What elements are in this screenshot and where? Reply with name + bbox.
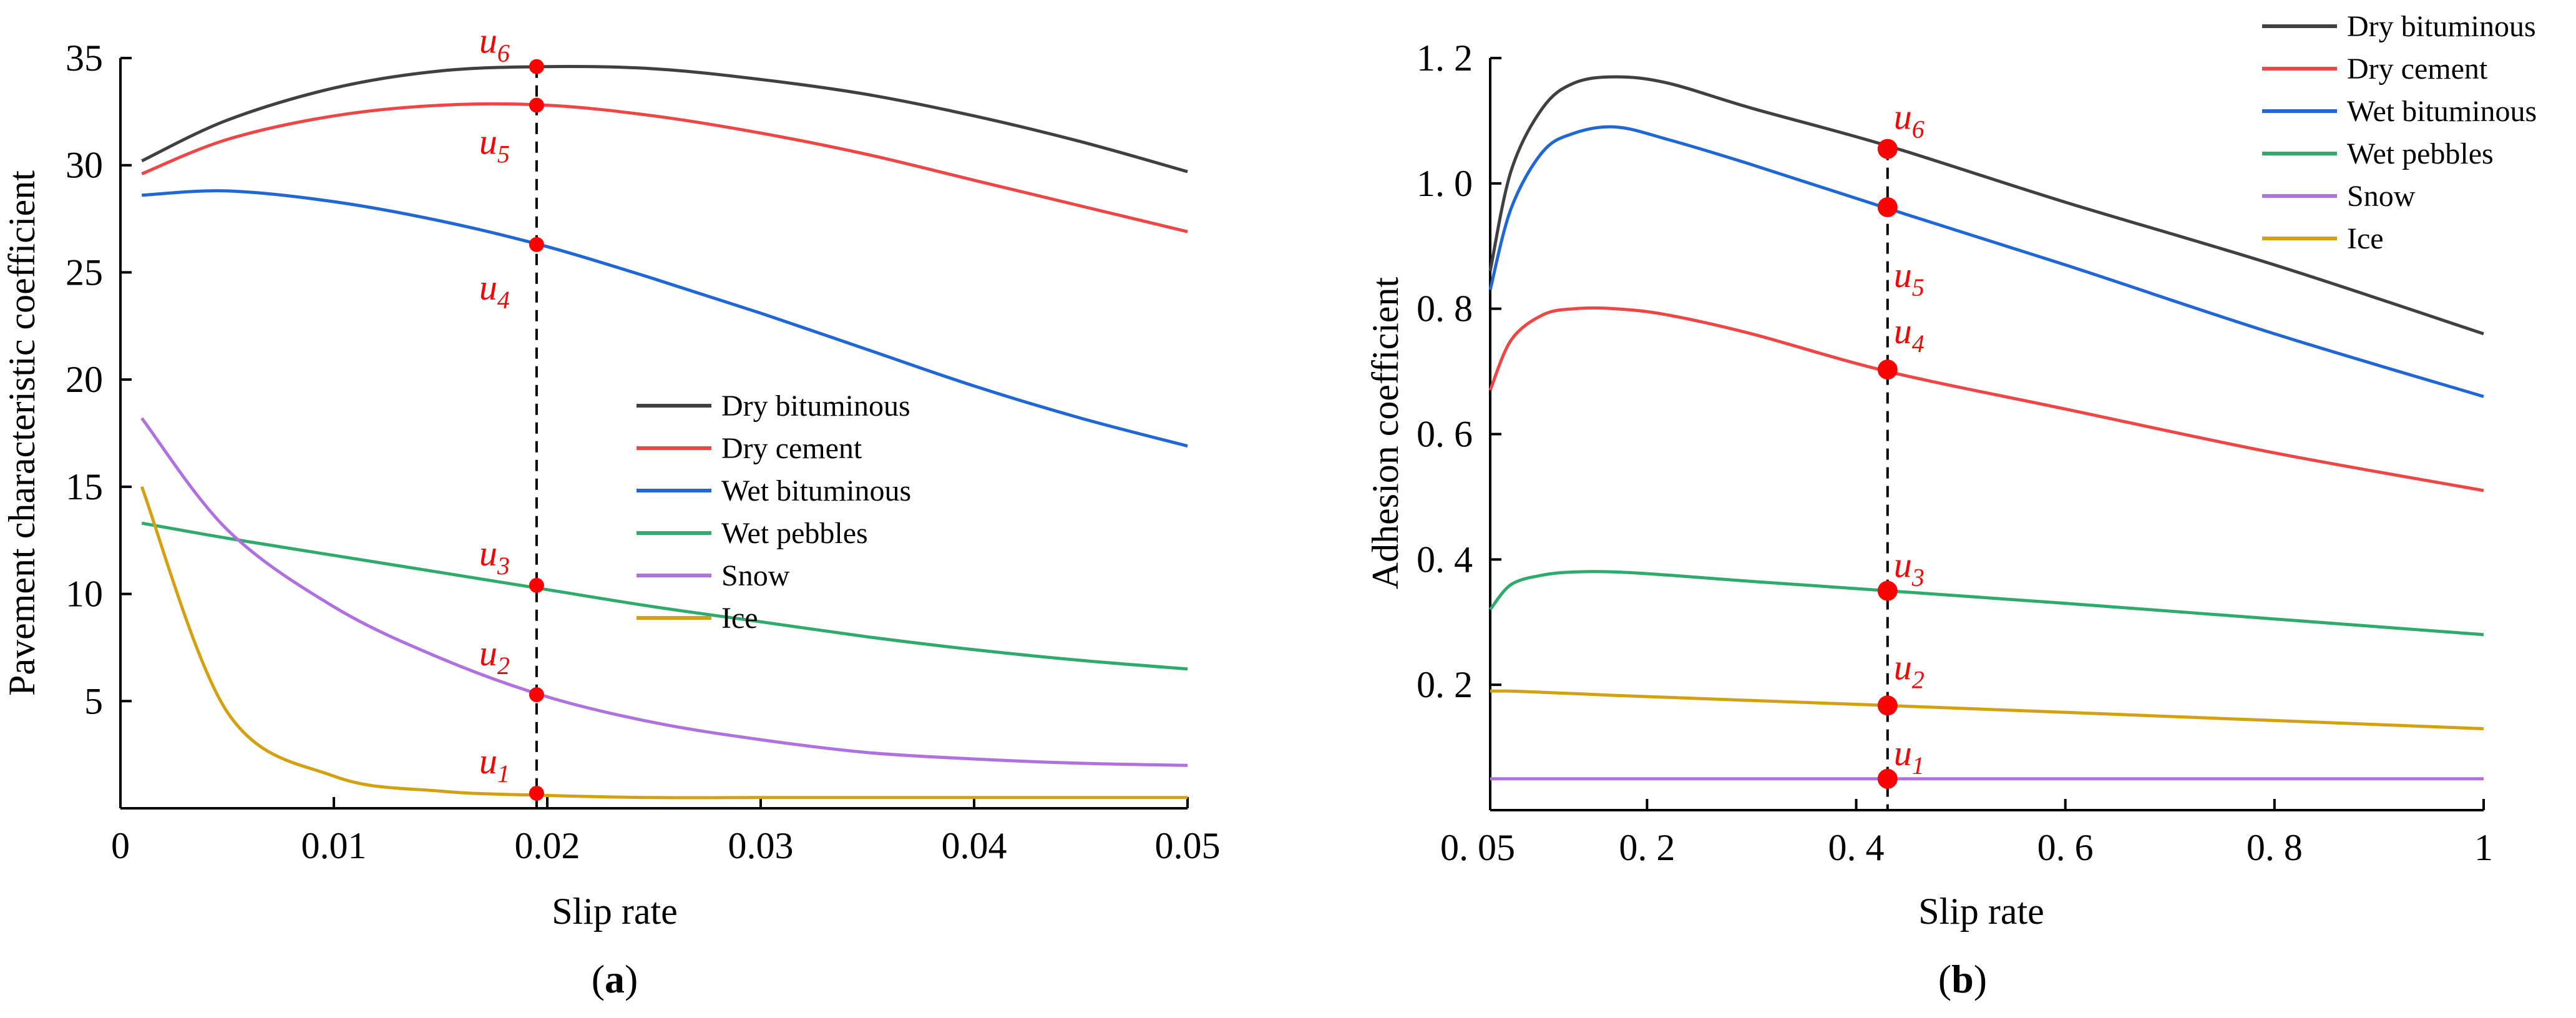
legend-label: Dry cement: [2347, 52, 2488, 86]
legend-label: Ice: [2347, 222, 2384, 255]
y-tick-label: 10: [66, 574, 103, 615]
marker-point-u6: [529, 59, 544, 74]
series-line-wet-bituminous: [1488, 125, 2484, 398]
chart-a: 0 0.01 0.02 0.03 0.04 0.05 5 10 15 20 25 30 35 Slip r…: [1, 21, 1221, 932]
annotation-u4: u4: [479, 267, 510, 314]
legend: Dry bituminous Dry cement Wet bituminous We…: [2262, 10, 2537, 255]
y-tick-label: 15: [66, 466, 103, 507]
annotation-u6: u6: [479, 21, 510, 67]
annotation-u2: u2: [1894, 647, 1925, 693]
marker-point-u1: [1877, 768, 1898, 789]
series-line-wet-pebbles: [141, 521, 1188, 671]
annotation-u4: u4: [1894, 311, 1925, 358]
series-line-dry-cement: [1488, 306, 2484, 492]
annotation-u1: u1: [1894, 733, 1925, 780]
marker-point-u4: [529, 237, 544, 252]
x-tick-label: 0.02: [515, 825, 580, 866]
y-tick-label: 1. 2: [1417, 37, 1473, 79]
y-tick-label: 0. 4: [1417, 539, 1473, 580]
x-axis-title: Slip rate: [552, 891, 678, 932]
y-tick-label: 0. 2: [1417, 664, 1473, 705]
marker-point-u6: [1877, 139, 1898, 159]
annotation-u5: u5: [1894, 255, 1925, 301]
y-tick-label: 0. 6: [1417, 414, 1473, 455]
x-tick-label: 0. 8: [2247, 827, 2303, 868]
series-line-dry-bituminous: [1488, 75, 2484, 336]
marker-point-u3: [1877, 580, 1898, 601]
series-line-wet-pebbles: [1489, 570, 2484, 637]
panel-label-a: (a): [592, 957, 638, 1001]
series-line-dry-cement: [141, 102, 1188, 233]
marker-point-u2: [1877, 695, 1898, 716]
chart-b: 0. 05 0. 2 0. 4 0. 6 0. 8 1 0. 2 0. 4 0. 6 0. 8 1.…: [1365, 10, 2537, 932]
panel-label-b: (b): [1938, 957, 1987, 1001]
y-tick-label: 25: [66, 252, 103, 293]
series-line-dry-bituminous: [141, 65, 1188, 174]
x-tick-label: 0.04: [942, 825, 1007, 866]
legend-label: Dry bituminous: [2347, 10, 2536, 43]
series-line-ice: [1490, 689, 2484, 730]
marker-point-u2: [529, 687, 544, 702]
legend-label: Wet bituminous: [2347, 95, 2537, 128]
y-axis-title: Adhesion coefficient: [1365, 277, 1406, 589]
y-tick-label: 30: [66, 145, 103, 186]
x-tick-label: 0.03: [728, 825, 794, 866]
legend-label: Wet pebbles: [721, 517, 868, 550]
annotation-u2: u2: [479, 633, 510, 680]
series-line-snow: [140, 417, 1188, 767]
x-tick-label: 0. 6: [2037, 827, 2094, 868]
y-tick-label: 20: [66, 359, 103, 400]
legend: Dry bituminous Dry cement Wet bituminous We…: [637, 389, 911, 635]
x-tick-label: 0.01: [301, 825, 367, 866]
marker-point-u1: [529, 785, 544, 801]
series-line-wet-bituminous: [142, 189, 1188, 448]
series-line-ice: [140, 486, 1188, 800]
y-tick-label: 5: [84, 680, 103, 722]
y-tick-label: 0. 8: [1417, 288, 1473, 330]
marker-point-u5: [529, 97, 544, 113]
legend-label: Wet bituminous: [721, 474, 911, 507]
annotation-u6: u6: [1894, 97, 1925, 144]
marker-point-u5: [1877, 197, 1898, 217]
legend-label: Dry bituminous: [721, 389, 910, 423]
x-tick-label: 0. 05: [1440, 827, 1515, 868]
annotation-u5: u5: [479, 122, 510, 169]
x-tick-label: 1: [2474, 827, 2493, 868]
legend-label: Wet pebbles: [2347, 137, 2494, 170]
x-axis-title: Slip rate: [1918, 891, 2044, 932]
legend-label: Ice: [721, 602, 758, 635]
legend-label: Dry cement: [721, 432, 862, 465]
x-tick-label: 0. 4: [1828, 827, 1885, 868]
annotation-u1: u1: [479, 741, 510, 788]
annotation-u3: u3: [479, 533, 510, 580]
marker-point-u4: [1877, 360, 1898, 380]
x-tick-label: 0.05: [1155, 825, 1221, 866]
x-tick-label: 0: [111, 825, 130, 866]
legend-label: Snow: [2347, 180, 2416, 213]
y-tick-label: 1. 0: [1417, 163, 1473, 204]
x-tick-label: 0. 2: [1619, 827, 1675, 868]
y-axis-title: Pavement characteristic coefficient: [1, 170, 42, 696]
annotation-u3: u3: [1894, 545, 1925, 592]
y-tick-label: 35: [66, 37, 103, 79]
marker-point-u3: [529, 577, 544, 593]
legend-label: Snow: [721, 559, 790, 592]
